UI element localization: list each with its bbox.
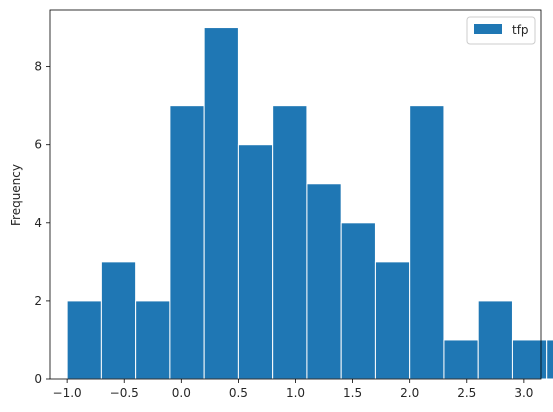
x-tick-label: 0.0 — [172, 386, 191, 400]
histogram-bar — [66, 300, 102, 380]
histogram-bar — [203, 27, 239, 380]
legend-swatch — [474, 24, 502, 34]
y-tick-label: 8 — [34, 60, 42, 74]
x-tick-label: 0.5 — [229, 386, 248, 400]
histogram-bar — [409, 105, 445, 380]
y-tick-label: 2 — [34, 294, 42, 308]
histogram-bar — [546, 339, 553, 380]
histogram-bar — [100, 261, 137, 380]
legend-label: tfp — [512, 23, 529, 37]
histogram-bar — [135, 300, 171, 380]
histogram-bar — [374, 261, 411, 380]
x-tick-label: 1.0 — [286, 386, 305, 400]
histogram-bar — [272, 105, 308, 380]
histogram-bar — [340, 222, 376, 380]
x-tick-label: −0.5 — [110, 386, 139, 400]
histogram-bar — [306, 183, 342, 380]
x-tick-label: 2.5 — [457, 386, 476, 400]
x-tick-label: 1.5 — [343, 386, 362, 400]
x-tick-label: 2.0 — [400, 386, 419, 400]
y-tick-label: 6 — [34, 138, 42, 152]
y-tick-label: 0 — [34, 372, 42, 386]
legend: tfp — [466, 16, 536, 45]
histogram-bar — [237, 144, 274, 380]
histogram-bar — [443, 339, 479, 380]
histogram-bar — [477, 300, 513, 380]
y-tick-label: 4 — [34, 216, 42, 230]
histogram-bar — [169, 105, 205, 380]
y-axis-label: Frequency — [9, 164, 23, 226]
bars-group — [66, 27, 553, 380]
x-tick-label: −1.0 — [53, 386, 82, 400]
y-axis: 0 2 4 6 8 — [34, 60, 50, 386]
x-tick-label: 3.0 — [514, 386, 533, 400]
histogram-bar — [511, 339, 548, 380]
x-axis: −1.0 −0.5 0.0 0.5 1.0 1.5 2.0 2.5 3.0 — [53, 379, 533, 400]
